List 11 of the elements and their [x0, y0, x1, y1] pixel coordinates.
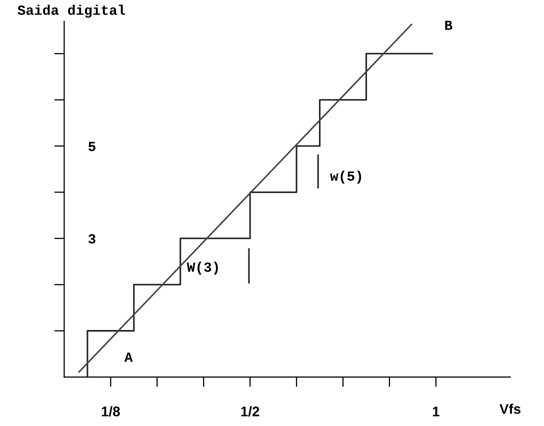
annotation: B [445, 20, 452, 30]
annotation: A [124, 352, 133, 362]
x-tick-label: 1/8 [102, 406, 120, 417]
y-axis-title: Saida digital [18, 4, 126, 18]
x-axis-title: Vfs [500, 404, 521, 414]
x-tick-label: 1/2 [241, 406, 260, 417]
x-tick-label: 1 [432, 406, 440, 416]
annotation: w(5) [330, 170, 362, 184]
y-tick-label: 5 [88, 142, 96, 152]
annotation: W(3) [186, 262, 218, 275]
y-tick-label: 3 [88, 234, 96, 244]
